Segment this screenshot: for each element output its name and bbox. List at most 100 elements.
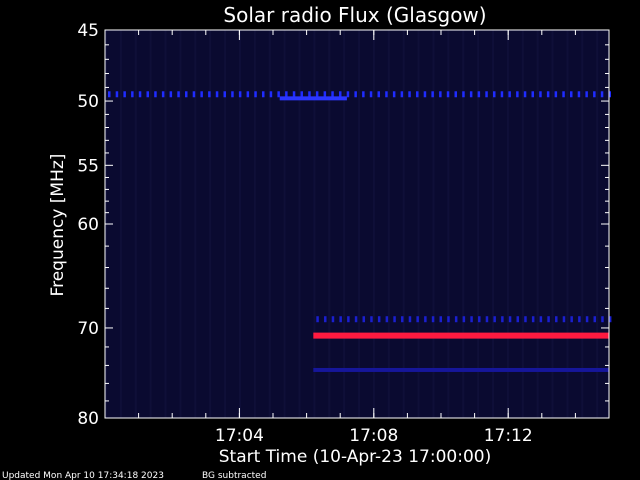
spectral-line-segment — [254, 91, 257, 98]
spectral-line-segment — [524, 316, 527, 323]
spectral-line-segment — [123, 91, 126, 98]
spectral-line-segment — [316, 316, 319, 323]
spectral-line-segment — [138, 91, 142, 98]
spectral-line-segment — [547, 316, 550, 323]
spectral-line-segment — [570, 316, 573, 323]
spectral-line-segment — [408, 91, 411, 98]
chart-title: Solar radio Flux (Glasgow) — [223, 3, 486, 27]
noise-streak — [402, 30, 405, 418]
spectral-line-segment — [500, 91, 504, 98]
spectral-line-segment — [508, 91, 511, 98]
spectral-line — [313, 367, 609, 372]
spectral-line-segment — [347, 316, 350, 323]
spectral-line-segment — [539, 316, 543, 323]
noise-streak — [283, 30, 286, 418]
spectral-line-segment — [131, 91, 134, 98]
spectral-line-segment — [439, 91, 442, 98]
spectral-line-segment — [493, 316, 496, 323]
noise-streak — [566, 30, 569, 418]
spectral-line-segment — [608, 316, 612, 323]
noise-streak — [506, 30, 509, 418]
y-tick-label: 70 — [77, 319, 99, 339]
spectral-line-segment — [462, 316, 466, 323]
spectral-line-segment — [369, 91, 373, 98]
spectral-line-segment — [215, 91, 219, 98]
spectral-line-segment — [161, 91, 165, 98]
spectral-line-segment — [600, 91, 604, 98]
noise-streak — [238, 30, 241, 418]
spectral-line-segment — [177, 91, 180, 98]
spectral-line-segment — [377, 316, 381, 323]
spectral-line-segment — [315, 91, 319, 98]
x-tick-label: 17:12 — [484, 426, 533, 446]
noise-streak — [462, 30, 465, 418]
noise-streak — [596, 30, 599, 418]
spectral-line-segment — [292, 91, 296, 98]
noise-streak — [209, 30, 212, 418]
spectral-line-segment — [146, 91, 149, 98]
spectral-line-segment — [331, 91, 334, 98]
y-axis-label: Frequency [MHz] — [48, 154, 68, 297]
spectral-line-segment — [354, 91, 357, 98]
spectral-line-segment — [546, 91, 550, 98]
spectral-line-segment — [200, 91, 203, 98]
spectral-line-segment — [508, 316, 512, 323]
updated-timestamp: Updated Mon Apr 10 17:34:18 2023 — [2, 471, 164, 480]
spectral-line-segment — [562, 91, 565, 98]
background-note: BG subtracted — [202, 471, 266, 480]
spectral-line-segment — [493, 91, 496, 98]
noise-streak — [492, 30, 495, 418]
spectral-line-segment — [277, 91, 280, 98]
spectral-line-segment — [339, 316, 342, 323]
noise-streak — [298, 30, 301, 418]
spectral-line-segment — [385, 316, 389, 323]
spectral-line-segment — [478, 316, 481, 323]
spectral-line-segment — [469, 91, 473, 98]
spectral-line-segment — [424, 316, 427, 323]
spectral-line-segment — [531, 316, 535, 323]
spectral-line-segment — [485, 316, 489, 323]
spectral-line-segment — [269, 91, 273, 98]
noise-streak — [343, 30, 346, 418]
spectral-line-segment — [331, 316, 335, 323]
spectral-line-segment — [208, 91, 211, 98]
noise-streak — [358, 30, 361, 418]
spectral-line-segment — [523, 91, 527, 98]
spectral-line-segment — [555, 316, 558, 323]
spectral-line-segment — [324, 316, 327, 323]
spectral-line-segment — [339, 91, 342, 98]
x-tick-label: 17:04 — [215, 426, 264, 446]
spectral-line-segment — [485, 91, 488, 98]
spectral-line-segment — [385, 91, 388, 98]
noise-streak — [521, 30, 524, 418]
spectral-line-segment — [408, 316, 412, 323]
axes: 45 50 55 60 70 80 17:04 17:08 17:12 — [77, 21, 610, 446]
noise-streak — [149, 30, 152, 418]
spectral-line-segment — [323, 91, 327, 98]
noise-streak — [313, 30, 316, 418]
radio-burst — [279, 96, 347, 101]
spectral-line-segment — [431, 316, 435, 323]
noise-streak — [447, 30, 450, 418]
noise-streak — [253, 30, 256, 418]
spectral-line-segment — [401, 316, 404, 323]
spectral-line-segment — [169, 91, 173, 98]
spectral-line-segment — [362, 91, 365, 98]
spectral-line-segment — [300, 91, 303, 98]
y-tick-label: 55 — [77, 156, 99, 176]
spectral-line-segment — [601, 316, 604, 323]
spectral-line — [313, 332, 609, 339]
noise-streak — [268, 30, 271, 418]
spectral-line-segment — [377, 91, 380, 98]
spectral-line-segment — [416, 91, 419, 98]
spectral-line-segment — [400, 91, 404, 98]
spectral-line-segment — [308, 91, 311, 98]
plot-area — [105, 30, 612, 418]
spectral-line-segment — [531, 91, 534, 98]
noise-streak — [224, 30, 227, 418]
spectral-line-segment — [585, 316, 589, 323]
spectral-line-segment — [392, 91, 396, 98]
noise-streak — [328, 30, 331, 418]
x-tick-label: 17:08 — [349, 426, 398, 446]
